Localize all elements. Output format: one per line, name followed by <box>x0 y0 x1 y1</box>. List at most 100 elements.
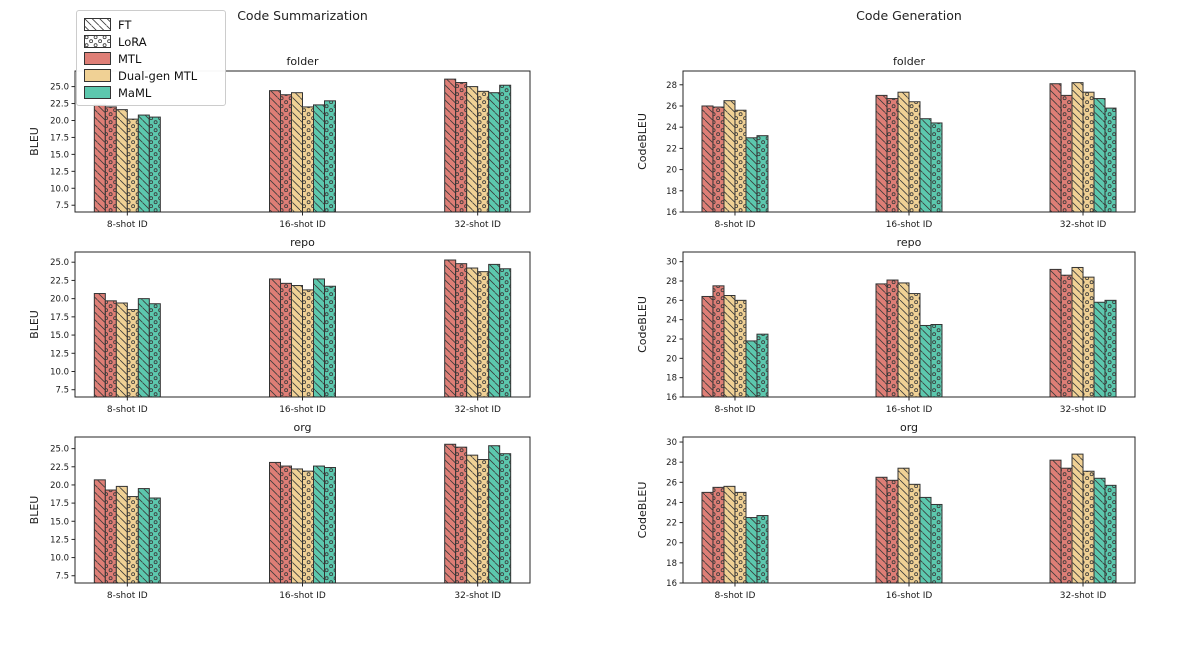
bar-hatch-dots <box>734 492 746 583</box>
bar-hatch-diag <box>291 285 303 397</box>
y-tick-label: 20 <box>666 354 677 364</box>
bar-hatch-dots <box>1061 95 1073 212</box>
subplot-title: org <box>900 421 918 434</box>
bar-hatch-dots <box>477 459 489 583</box>
bar-hatch-diag <box>745 517 757 583</box>
bar-hatch-diag <box>466 86 478 212</box>
bar-hatch-dots <box>324 100 336 212</box>
bar-hatch-dots <box>1105 485 1117 583</box>
legend-label: FT <box>118 17 132 32</box>
subplot-summarization-org: 8-shot ID 16-shot ID 32-shot ID 7.5 10.0 12.5… <box>28 421 531 601</box>
y-tick-label: 22 <box>666 519 677 529</box>
legend-item-lora: LoRA <box>84 33 217 50</box>
y-axis-label: BLEU <box>28 496 41 525</box>
x-tick-label: 32-shot ID <box>454 591 501 601</box>
column-title-code-summarization: Code Summarization <box>237 8 368 23</box>
bar-hatch-diag <box>291 468 303 583</box>
legend-swatch-dual-gen-mtl-yellow <box>84 69 111 82</box>
bar-hatch-diag <box>269 278 281 397</box>
bar-hatch-diag <box>723 486 735 583</box>
y-tick-label: 15.0 <box>50 331 69 341</box>
bar-hatch-dots <box>499 268 511 397</box>
subplot-summarization-repo: 8-shot ID 16-shot ID 32-shot ID 7.5 10.0 12.5… <box>28 236 531 415</box>
subplot-title: repo <box>290 236 315 249</box>
bar-hatch-diag <box>701 105 713 212</box>
bar-hatch-dots <box>127 309 139 397</box>
bar-hatch-dots <box>712 107 724 212</box>
y-axis-label: BLEU <box>28 310 41 339</box>
bar-hatch-dots <box>324 286 336 397</box>
bar-hatch-diag <box>466 455 478 583</box>
bar-hatch-diag <box>466 268 478 397</box>
y-tick-label: 30 <box>666 258 677 268</box>
legend-swatch-ft-hatch-diagonal <box>84 18 111 31</box>
bar-hatch-dots <box>712 285 724 397</box>
bar-hatch-diag <box>313 466 325 583</box>
bar-hatch-diag <box>488 264 500 397</box>
legend-item-mtl: MTL <box>84 50 217 67</box>
y-tick-label: 22.5 <box>50 100 69 110</box>
bar-hatch-diag <box>701 296 713 397</box>
y-tick-label: 15.0 <box>50 517 69 527</box>
x-tick-label: 16-shot ID <box>279 220 326 230</box>
bar-hatch-dots <box>280 94 292 212</box>
bar-hatch-dots <box>887 480 898 583</box>
bar-hatch-diag <box>745 340 757 397</box>
y-tick-label: 25.0 <box>50 83 69 93</box>
bar-hatch-dots <box>455 82 467 212</box>
y-tick-label: 20 <box>666 539 677 549</box>
plot-border <box>74 251 531 398</box>
bar-hatch-dots <box>909 484 920 583</box>
bar-hatch-dots <box>149 498 161 583</box>
plot-border <box>682 70 1136 213</box>
bar-hatch-diag <box>1050 269 1062 397</box>
y-tick-label: 10.0 <box>50 554 69 564</box>
bar-hatch-dots <box>302 289 314 397</box>
subplot-title: repo <box>897 236 922 249</box>
bar-hatch-diag <box>444 444 456 583</box>
legend-swatch-lora-hatch-dots <box>84 35 111 48</box>
x-tick-label: 8-shot ID <box>107 405 148 415</box>
subplot-summarization-folder: 8-shot ID 16-shot ID 32-shot ID 7.5 10.0 12.5… <box>28 55 531 230</box>
y-tick-label: 22.5 <box>50 276 69 286</box>
bar-hatch-dots <box>105 490 117 583</box>
x-tick-label: 32-shot ID <box>1060 220 1107 230</box>
y-tick-label: 24 <box>666 498 677 508</box>
bar-hatch-diag <box>138 115 150 212</box>
legend-item-ft: FT <box>84 16 217 33</box>
bar-hatch-dots <box>909 101 920 212</box>
y-tick-label: 26 <box>666 102 677 112</box>
bar-hatch-diag <box>1072 454 1084 583</box>
bar-hatch-dots <box>280 466 292 583</box>
bar-hatch-diag <box>488 445 500 583</box>
y-tick-label: 18 <box>666 374 677 384</box>
y-tick-label: 24 <box>666 316 677 326</box>
bar-hatch-dots <box>324 467 336 583</box>
y-tick-label: 10.0 <box>50 184 69 194</box>
bar-hatch-dots <box>931 324 942 397</box>
subplot-generation-repo: 8-shot ID 16-shot ID 32-shot ID 16 18 20 22 24 2… <box>636 236 1136 415</box>
bar-hatch-dots <box>887 280 898 397</box>
bar-hatch-diag <box>1072 267 1084 397</box>
bar-hatch-dots <box>909 293 920 397</box>
y-tick-label: 17.5 <box>50 133 69 143</box>
x-tick-label: 16-shot ID <box>886 220 933 230</box>
y-tick-label: 24 <box>666 123 677 133</box>
legend-swatch-maml-teal <box>84 86 111 99</box>
bar-hatch-dots <box>280 283 292 397</box>
bar-hatch-diag <box>920 497 931 583</box>
bar-hatch-diag <box>898 468 909 583</box>
y-axis-label: CodeBLEU <box>636 482 649 539</box>
bar-hatch-diag <box>488 92 500 212</box>
bar-hatch-diag <box>116 486 128 583</box>
bar-hatch-diag <box>444 260 456 397</box>
legend-item-dual-gen-mtl: Dual-gen MTL <box>84 67 217 84</box>
bar-hatch-dots <box>105 106 117 212</box>
bar-hatch-dots <box>127 496 139 583</box>
bar-hatch-dots <box>734 300 746 397</box>
bar-hatch-dots <box>1105 108 1117 212</box>
x-tick-label: 8-shot ID <box>715 591 756 601</box>
subplot-title: folder <box>287 55 319 68</box>
bar-hatch-dots <box>499 85 511 212</box>
legend-label: MaML <box>118 85 152 100</box>
